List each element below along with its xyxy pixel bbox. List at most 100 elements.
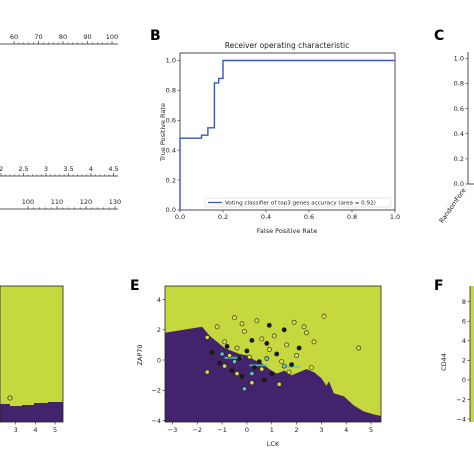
data-point	[241, 328, 247, 334]
y-tick-label: 0.4	[166, 146, 176, 154]
data-point	[246, 354, 252, 360]
data-point	[254, 318, 260, 324]
data-point	[284, 342, 290, 348]
data-point	[249, 337, 255, 343]
category-label: RandomFore	[438, 187, 468, 225]
x-tick-label: 0.2	[218, 213, 228, 221]
nomogram-tick-label: 110	[51, 198, 63, 206]
y-tick-label: 1.0	[454, 54, 464, 62]
data-point	[291, 319, 297, 325]
data-point	[311, 339, 317, 345]
y-axis-label: CD44	[440, 353, 448, 371]
data-point	[356, 345, 362, 351]
x-tick-label: 3	[319, 426, 323, 434]
nomogram-tick-label: 70	[34, 33, 42, 41]
y-tick-label: 6	[462, 318, 466, 326]
data-point	[274, 351, 280, 357]
chart-title: Receiver operating characteristic	[225, 41, 349, 50]
data-point	[209, 350, 215, 355]
nomogram-tick-label: 130	[109, 198, 121, 206]
boundary-artifact	[281, 365, 300, 368]
data-point	[251, 365, 257, 370]
panel-letter-e: E	[130, 278, 140, 294]
legend: Voting classifier of top3 genes accuracy…	[204, 197, 392, 208]
data-point	[281, 363, 287, 369]
data-point	[227, 353, 232, 358]
class-region-yellow	[0, 286, 63, 422]
x-tick-label: 0.0	[175, 213, 185, 221]
data-point	[234, 345, 240, 351]
nomogram-tick-label: 80	[59, 33, 67, 41]
data-point	[264, 340, 270, 346]
x-axis-label: LCK	[267, 440, 280, 448]
y-tick-label: 8	[462, 298, 466, 306]
data-point	[204, 334, 210, 340]
x-tick-label: −3	[168, 426, 178, 434]
data-point	[266, 322, 272, 328]
nomogram-tick-label: 4	[89, 165, 93, 173]
data-point	[276, 381, 282, 387]
x-tick-label: 5	[53, 426, 57, 434]
data-point	[249, 371, 255, 376]
nomogram-scale-3-ticks: 100 110 120 130	[22, 198, 121, 209]
boundary-artifact	[249, 364, 268, 367]
data-point	[222, 339, 227, 345]
y-axis-label: ZAP70	[136, 344, 144, 365]
data-point	[286, 369, 292, 375]
data-point	[222, 363, 227, 369]
x-tick-label: 1	[270, 426, 274, 434]
decision-boundary-e: −3 −2 −1 0 1 2 3 4 5 4 2 0 −2 −4 LCK ZAP70	[136, 285, 382, 448]
data-point	[269, 371, 275, 376]
y-tick-label: −4	[151, 417, 161, 425]
data-point	[249, 380, 255, 386]
panel-letter-c: C	[434, 28, 444, 44]
x-axis-ticks: −3 −2 −1 0 1 2 3 4 5	[168, 422, 373, 434]
roc-chart: Receiver operating characteristic 0.0 0.2…	[159, 41, 400, 235]
data-point	[219, 351, 225, 357]
x-tick-label: 4	[33, 426, 37, 434]
x-tick-label: 2	[295, 426, 299, 434]
y-tick-label: 0.0	[166, 206, 176, 214]
y-tick-label: 0.8	[454, 80, 464, 88]
data-point	[256, 359, 262, 364]
nomogram-scale-2-ticks: 2 2.5 3 3.5 4 4.5	[0, 165, 119, 176]
data-point	[294, 353, 299, 358]
data-point	[214, 324, 220, 330]
y-tick-label: 1.0	[166, 57, 176, 65]
y-axis-label: True Positive Rate	[159, 103, 167, 162]
nomogram-tick-label: 120	[80, 198, 92, 206]
data-point	[237, 356, 242, 361]
data-point	[232, 315, 237, 321]
x-tick-label: −2	[192, 426, 202, 434]
data-points	[204, 313, 362, 392]
x-axis-label: False Positive Rate	[257, 227, 317, 235]
y-axis-ticks: 4 2 0 −2 −4	[151, 296, 165, 425]
nomogram-tick-label: 4.5	[108, 165, 118, 173]
plot-frame	[0, 285, 64, 423]
panel-letter-b: B	[150, 28, 161, 44]
data-point	[217, 360, 222, 366]
nomogram-scale-1-ticks: 60 70 80 90 100	[10, 33, 118, 44]
data-point	[321, 313, 327, 319]
x-tick-label: −1	[217, 426, 227, 434]
x-tick-label: 0	[245, 426, 249, 434]
data-point	[289, 362, 294, 367]
x-tick-label: 3	[14, 426, 18, 434]
nomogram-tick-label: 2.5	[18, 165, 28, 173]
nomogram-tick-label: 100	[22, 198, 34, 206]
y-tick-label: 0.6	[166, 116, 176, 124]
x-axis-ticks: 0.0 0.2 0.4 0.6 0.8 1.0	[175, 210, 400, 221]
data-point	[264, 356, 270, 361]
data-point	[232, 359, 237, 364]
y-tick-label: 0	[157, 356, 161, 364]
y-tick-label: 0.6	[454, 105, 464, 113]
data-point	[204, 369, 210, 375]
data-point	[296, 345, 302, 351]
y-tick-label: −2	[151, 387, 161, 395]
data-point	[244, 348, 250, 354]
x-axis-ticks: 3 4 5	[14, 422, 57, 434]
y-tick-label: −4	[456, 415, 466, 423]
legend-box	[204, 197, 392, 208]
bar-chart-fragment: 1.0 0.8 0.6 0.4 0.2 0.0 RandomFore	[438, 52, 474, 225]
class-region-yellow	[470, 286, 474, 422]
